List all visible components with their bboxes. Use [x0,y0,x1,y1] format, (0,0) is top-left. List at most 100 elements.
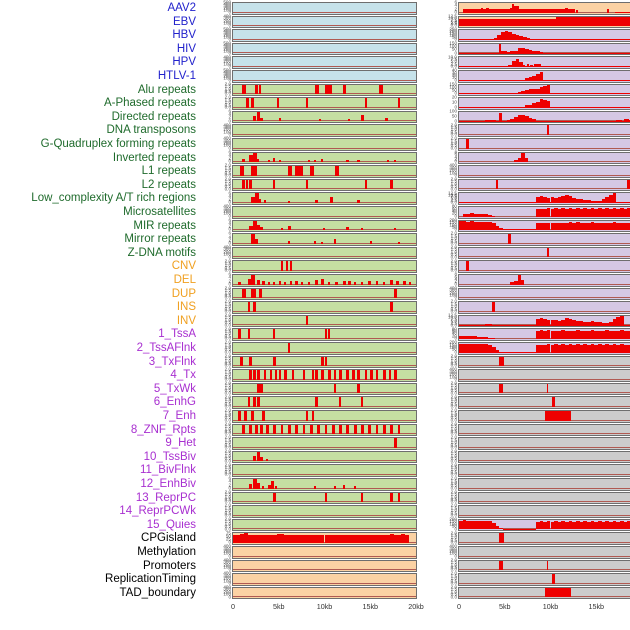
data-bar [306,179,309,190]
data-bar [539,72,544,81]
data-bar [258,288,263,299]
axis-tick: 2.0 [450,258,457,264]
data-bar [311,370,315,380]
axis-tick: 100 [449,43,457,49]
data-bar [491,338,495,339]
axis-tick: 1.0 [450,562,457,568]
data-bar [539,318,544,326]
data-bar [265,424,269,435]
axis-tick: 1.5 [450,260,457,266]
data-bar [291,534,296,543]
x-axis-tick: 15kb [588,602,605,612]
data-bar [394,288,397,299]
axis-tick: 2.0 [224,163,231,169]
data-bar [480,521,485,530]
data-bar [397,534,402,543]
y-axis-right: 80 60 40 20 0 [436,204,458,219]
data-bar [361,115,364,122]
data-bar [543,344,547,353]
data-bar [601,199,606,203]
data-bar [240,534,244,543]
axis-tick: 1.0 [450,181,457,187]
data-bar [324,492,327,503]
axis-tick: 0.0 [224,431,231,437]
data-bar [506,51,511,54]
y-axis-right: 2.0 1.5 1.0 0.5 0.0 [436,476,458,491]
data-bar [546,208,551,217]
data-bar [557,344,562,353]
axis-tick: 0.5 [224,102,231,108]
data-bar [245,179,248,190]
y-axis-left: 2.0 1.5 1.0 0.5 0.0 [210,327,232,341]
axis-tick: 80 [451,326,457,332]
data-bar [524,351,529,353]
track-panel-right [458,301,630,314]
axis-tick: 100 [449,84,457,90]
axis-tick: 2.0 [224,176,231,182]
axis-tick: 400 [449,543,457,549]
y-axis-left: 400 300 200 100 0 [210,544,232,559]
axis-tick: 300 [223,124,231,130]
data-bar [466,213,470,217]
track-panel-right [458,219,630,233]
data-bar [253,152,257,163]
data-bar [286,261,289,271]
data-bar [390,280,394,285]
track-label: ReplicationTiming [105,573,196,586]
axis-tick: 5.0 [450,196,457,202]
axis-tick: 2 [228,237,231,243]
y-axis-left: 500 400 300 200 100 0 [210,0,232,15]
data-bar [517,229,522,231]
data-bar [459,52,630,54]
axis-tick: 0.0 [224,104,231,110]
axis-tick: 0.5 [450,537,457,543]
data-bar [517,48,522,54]
axis-tick: 0.0 [450,23,457,29]
data-bar [607,8,610,13]
track-label: 3_TxFlnk [148,355,196,368]
axis-tick: 1.0 [224,412,231,418]
data-bar [280,261,283,271]
data-bar [493,37,498,40]
track-panel-left [232,369,417,382]
data-bar [353,485,356,489]
data-bar [401,534,406,543]
data-bar [260,117,264,122]
axis-tick: 0 [454,553,457,559]
data-bar [532,229,536,231]
data-bar [519,36,524,40]
data-bar [499,44,502,54]
data-bar [557,197,562,203]
baseline [459,419,630,421]
data-bar [249,370,253,380]
y-axis-left: 400 300 200 100 0 [210,204,232,219]
y-axis-left: 2.0 1.5 1.0 0.5 0.0 [210,259,232,273]
data-bar [627,521,630,530]
data-bar [488,337,492,339]
data-bar [388,370,392,380]
axis-tick: 0 [228,145,231,151]
baseline [459,297,630,299]
axis-tick: 300 [449,546,457,552]
axis-tick: 500 [223,40,231,46]
data-bar [346,370,350,380]
axis-tick: 0.0 [224,471,231,477]
track-panel-right [458,532,630,545]
data-bar [612,193,617,203]
data-bar [342,280,346,285]
data-bar [459,79,630,81]
data-bar [508,234,512,244]
axis-tick: 0.0 [224,267,231,273]
axis-tick: 50 [451,87,457,93]
data-bar [300,281,303,285]
axis-tick: 2.0 [224,503,231,509]
axis-tick: 200 [223,32,231,38]
axis-tick: 0.5 [224,415,231,421]
data-bar [521,351,525,353]
data-bar [335,166,340,176]
data-bar [368,281,372,285]
track-panel-left [232,559,417,573]
